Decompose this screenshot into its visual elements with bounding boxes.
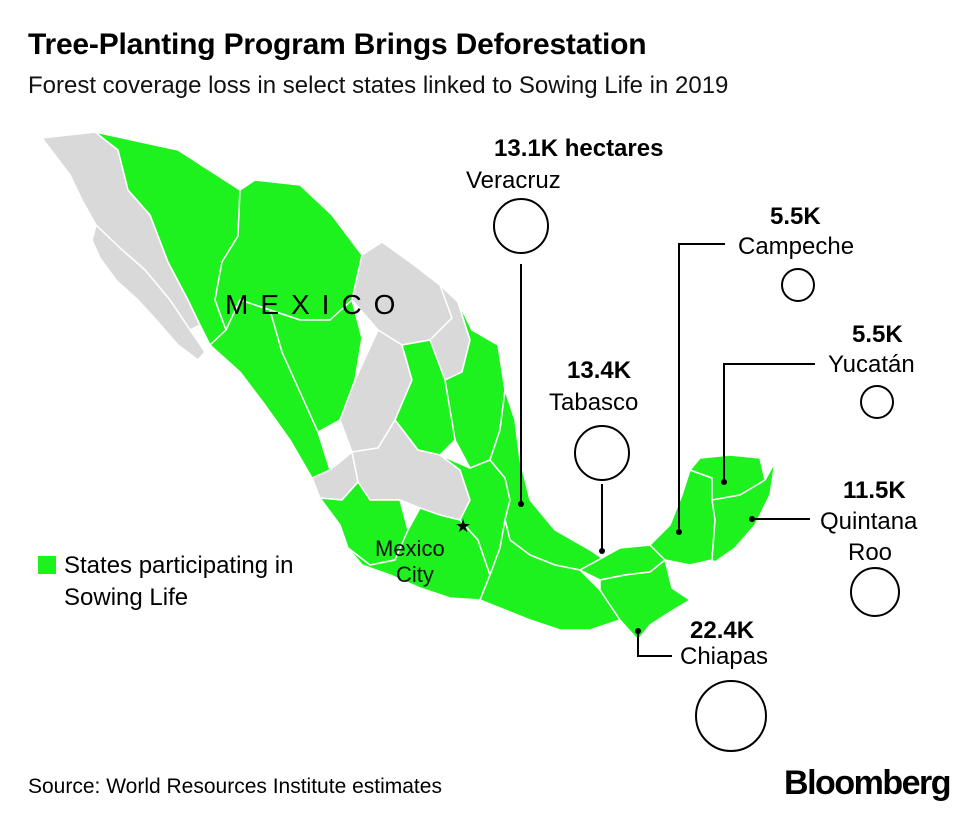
chart-title: Tree-Planting Program Brings Deforestati… [28, 28, 647, 61]
veracruz-dot [518, 501, 524, 507]
campeche-name: Campeche [738, 233, 854, 260]
chiapas-value: 22.4K [690, 617, 755, 644]
quintana-roo-shape [711, 461, 776, 563]
yucatan-name: Yucatán [828, 351, 915, 378]
campeche-shape [649, 469, 716, 566]
chiapas-bubble [695, 680, 767, 752]
legend-swatch [38, 556, 56, 574]
tabasco-name: Tabasco [549, 389, 638, 416]
chiapas-dot [635, 628, 641, 634]
campeche-value: 5.5K [770, 203, 821, 230]
quintana-roo-name: Quintana [820, 508, 918, 535]
legend-label: States participating in Sowing Life [64, 552, 294, 611]
city-label-line2: City [396, 562, 434, 587]
veracruz-name: Veracruz [466, 167, 561, 194]
chiapas-shape [599, 559, 691, 641]
campeche-leader [678, 243, 725, 532]
legend: States participating in Sowing Life [38, 550, 344, 614]
tabasco-value: 13.4K [567, 357, 632, 384]
yucatan-value: 5.5K [852, 321, 903, 348]
campeche-dot [676, 529, 682, 535]
chiapas-leader [637, 632, 672, 657]
yucatan-leader [723, 363, 815, 482]
chiapas-name: Chiapas [680, 643, 768, 670]
quintana-roo-value: 11.5K [843, 477, 906, 504]
country-label: MEXICO [225, 289, 407, 320]
yucatan-dot [721, 479, 727, 485]
chart-subtitle: Forest coverage loss in select states li… [28, 72, 729, 99]
quintana-roo-bubble [850, 567, 900, 617]
veracruz-value: 13.1K hectares [494, 135, 663, 162]
tabasco-dot [599, 548, 605, 554]
campeche-bubble [781, 268, 815, 302]
quintana-roo-name-line2: Roo [848, 539, 892, 566]
yucatan-bubble [860, 385, 894, 419]
city-label-line1: Mexico [375, 536, 445, 561]
bloomberg-logo: Bloomberg [784, 764, 951, 802]
star-icon: ★ [455, 516, 471, 536]
tabasco-bubble [574, 425, 630, 481]
baja-california-sur-shape [91, 224, 206, 361]
source-note: Source: World Resources Institute estima… [28, 775, 442, 798]
veracruz-bubble [493, 198, 549, 254]
quintana-roo-dot [749, 516, 755, 522]
